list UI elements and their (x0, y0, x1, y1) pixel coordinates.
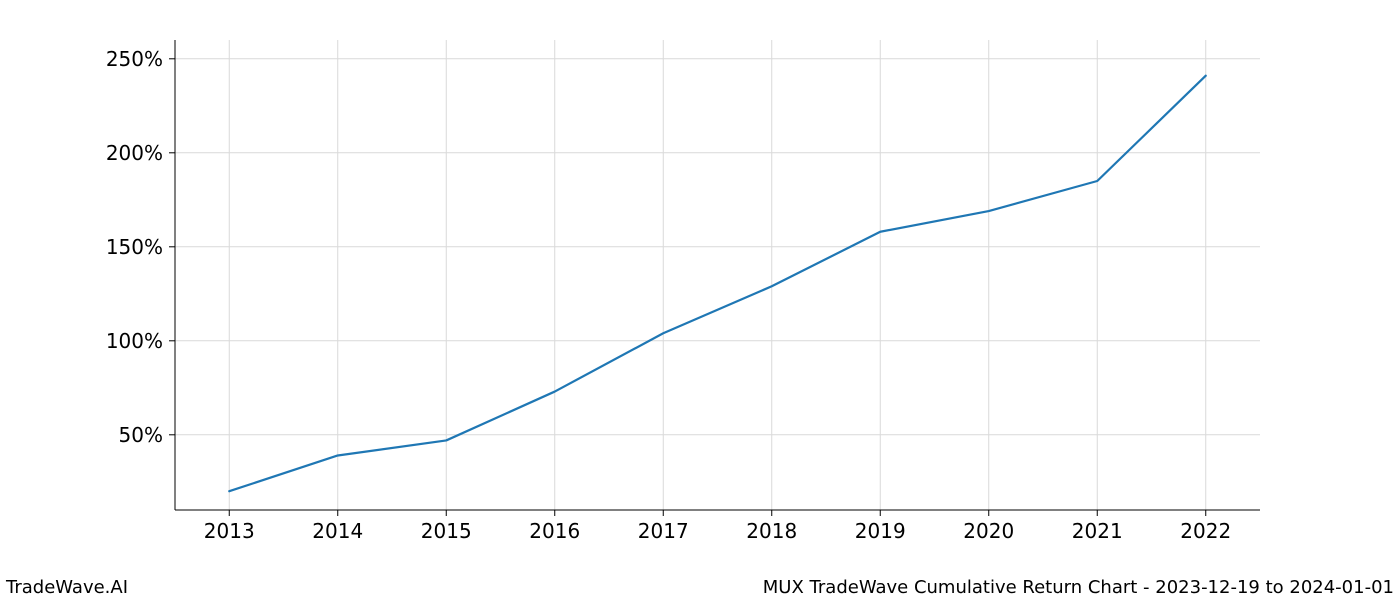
x-tick-label: 2022 (1180, 519, 1231, 543)
x-tick-label: 2013 (204, 519, 255, 543)
x-tick-label: 2017 (638, 519, 689, 543)
y-tick-label: 150% (106, 235, 163, 259)
y-tick-label: 100% (106, 329, 163, 353)
chart-container: 2013 2014 2015 2016 2017 2018 2019 2020 2021 2022… (0, 0, 1400, 600)
y-tick-label: 50% (119, 423, 163, 447)
x-tick-label: 2020 (963, 519, 1014, 543)
y-tick-label: 250% (106, 47, 163, 71)
line-chart: 2013 2014 2015 2016 2017 2018 2019 2020 2021 2022… (0, 0, 1400, 600)
x-tick-label: 2018 (746, 519, 797, 543)
x-tick-label: 2019 (855, 519, 906, 543)
x-tick-label: 2015 (421, 519, 472, 543)
x-tick-label: 2016 (529, 519, 580, 543)
x-tick-label: 2014 (312, 519, 363, 543)
x-tick-label: 2021 (1072, 519, 1123, 543)
y-tick-label: 200% (106, 141, 163, 165)
